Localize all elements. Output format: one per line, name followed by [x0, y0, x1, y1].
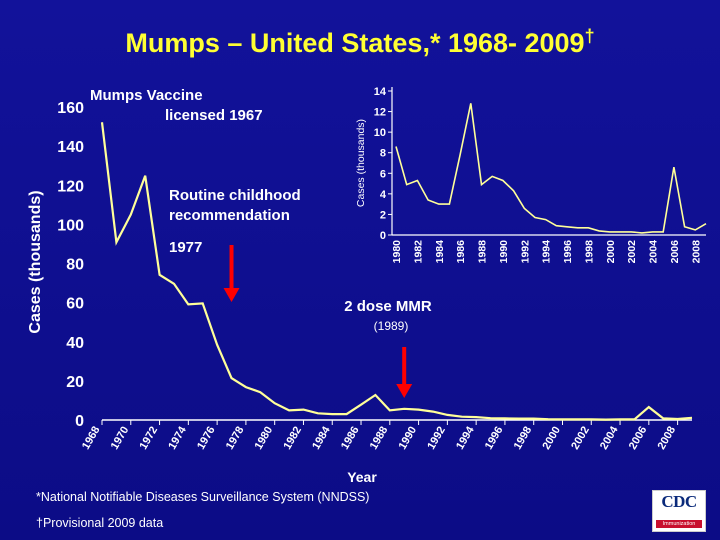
title-dagger: †: [584, 26, 595, 46]
inset-x-tick-label: 1998: [583, 240, 595, 264]
annotation-vaccine-line2: licensed 1967: [165, 107, 263, 124]
inset-x-tick-label: 1982: [412, 240, 424, 264]
main-x-tick-label: 1988: [368, 425, 391, 452]
main-x-tick-label: 1976: [195, 425, 218, 452]
inset-x-tick-label: 1986: [455, 240, 467, 264]
main-x-tick-label: 1980: [253, 425, 276, 452]
arrow-1977-head: [223, 288, 240, 302]
inset-x-tick-label: 1996: [562, 240, 574, 264]
footnote-provisional: †Provisional 2009 data: [36, 516, 164, 530]
inset-y-tick-label: 14: [374, 86, 387, 98]
arrow-1989-head: [396, 384, 413, 398]
main-x-tick-label: 1998: [512, 425, 535, 452]
inset-y-tick-label: 12: [374, 107, 386, 119]
inset-x-tick-label: 1980: [391, 240, 403, 264]
main-x-tick-label: 1982: [281, 425, 304, 452]
inset-y-tick-label: 8: [380, 148, 386, 160]
main-y-tick-label: 140: [57, 139, 84, 156]
main-x-tick-label: 1986: [339, 425, 362, 452]
main-x-tick-label: 1978: [224, 425, 247, 452]
main-y-tick-label: 20: [66, 374, 84, 391]
cdc-logo-band: Immunization: [656, 520, 702, 528]
main-x-tick-label: 1992: [425, 425, 448, 452]
main-y-tick-label: 0: [75, 413, 84, 430]
inset-y-tick-label: 4: [380, 189, 387, 201]
inset-x-tick-label: 1990: [498, 240, 510, 264]
slide-title-text: Mumps – United States,* 1968- 2009: [125, 28, 585, 58]
inset-x-tick-label: 1992: [519, 240, 531, 264]
inset-y-axis-title: Cases (thousands): [355, 119, 367, 207]
main-x-tick-label: 1984: [310, 424, 333, 452]
main-x-tick-label: 1970: [109, 425, 132, 452]
inset-x-tick-label: 2002: [626, 240, 638, 264]
main-x-tick-label: 2002: [569, 425, 592, 452]
cdc-logo-text: CDC: [661, 492, 697, 511]
main-y-tick-label: 120: [57, 178, 84, 195]
inset-y-tick-label: 6: [380, 168, 386, 180]
main-cases-line: [100, 122, 693, 421]
main-x-tick-label: 1996: [483, 425, 506, 452]
inset-cases-line: [395, 103, 707, 234]
main-y-tick-label: 40: [66, 335, 84, 352]
main-x-tick-label: 1990: [397, 425, 420, 452]
inset-x-tick-label: 2008: [690, 240, 702, 264]
annotation-routine-line1: Routine childhood: [169, 187, 301, 204]
inset-x-tick-label: 1988: [477, 240, 489, 264]
annotation-routine-line2: recommendation: [169, 207, 290, 224]
annotation-mmr-line1: 2 dose MMR: [344, 298, 432, 315]
inset-x-tick-label: 2000: [605, 240, 617, 264]
main-y-tick-label: 100: [57, 217, 84, 234]
main-x-tick-label: 2008: [656, 425, 679, 452]
cdc-logo: CDC Immunization: [652, 490, 706, 532]
slide-title: Mumps – United States,* 1968- 2009†: [0, 26, 720, 59]
main-y-axis-title: Cases (thousands): [27, 190, 44, 333]
annotation-vaccine-line1: Mumps Vaccine: [90, 87, 203, 104]
footnote-nndss: *National Notifiable Diseases Surveillan…: [36, 490, 370, 504]
annotation-routine-year: 1977: [169, 239, 202, 256]
main-y-tick-label: 160: [57, 100, 84, 117]
main-x-tick-label: 1972: [138, 425, 161, 452]
main-x-axis-title: Year: [347, 469, 377, 485]
inset-y-tick-label: 10: [374, 127, 386, 139]
inset-y-tick-label: 0: [380, 230, 386, 242]
inset-y-tick-label: 2: [380, 209, 386, 221]
inset-x-tick-label: 2006: [669, 240, 681, 264]
main-x-tick-label: 1994: [454, 424, 477, 452]
main-x-tick-label: 2004: [598, 424, 621, 452]
inset-x-tick-label: 2004: [648, 240, 660, 264]
inset-x-tick-label: 1984: [434, 240, 446, 264]
main-x-tick-label: 2006: [627, 425, 650, 452]
inset-x-tick-label: 1994: [541, 240, 553, 264]
main-x-tick-label: 2000: [540, 425, 563, 452]
main-y-tick-label: 80: [66, 257, 84, 274]
main-x-tick-label: 1974: [166, 424, 189, 452]
annotation-mmr-line2: (1989): [374, 319, 409, 333]
main-y-tick-label: 60: [66, 296, 84, 313]
